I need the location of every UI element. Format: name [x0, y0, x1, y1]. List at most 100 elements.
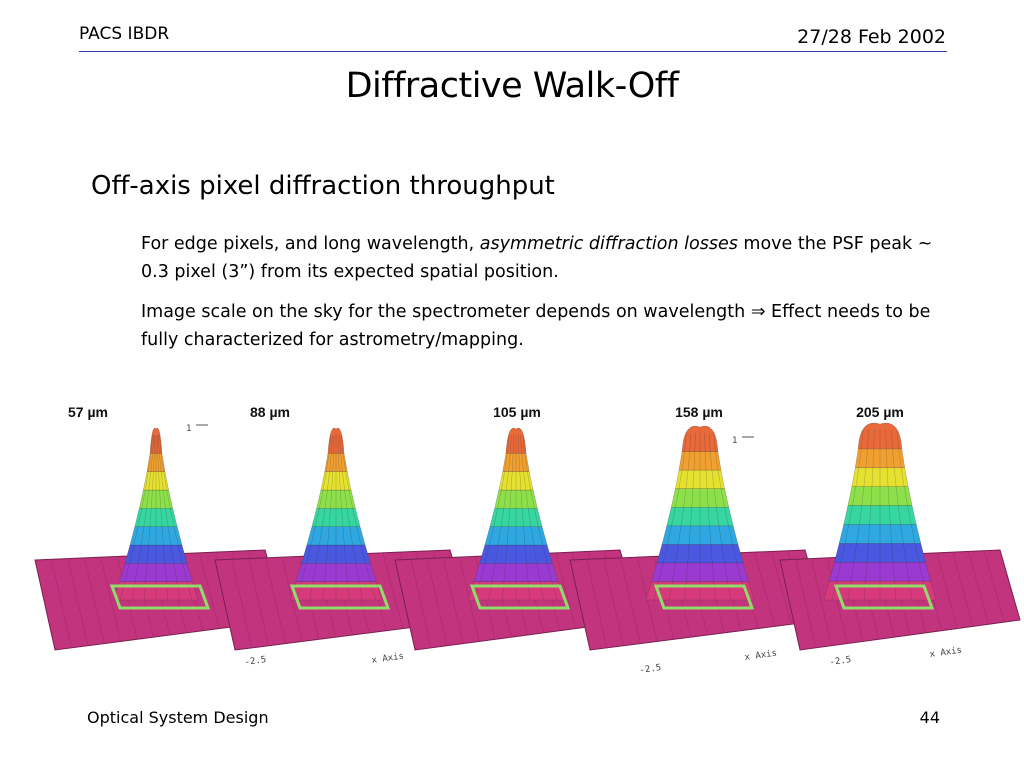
plane-grid-line — [198, 552, 220, 629]
mesh-line — [891, 429, 893, 449]
pixel-outline-4 — [653, 584, 755, 610]
plane-grid-line — [620, 557, 641, 644]
mesh-line — [510, 471, 513, 491]
mesh-line — [520, 489, 523, 509]
mesh-line — [706, 488, 709, 508]
mesh-line — [844, 524, 850, 544]
mesh-line — [312, 563, 317, 582]
mesh-line — [159, 453, 162, 472]
mesh-line — [658, 562, 664, 582]
mesh-line — [687, 544, 690, 563]
mesh-line — [692, 470, 695, 489]
mesh-line — [505, 544, 508, 564]
mesh-line — [324, 489, 328, 509]
mesh-line — [327, 526, 330, 546]
mesh-line — [683, 488, 687, 508]
mesh-line — [855, 467, 859, 487]
x-axis-label: x Axis — [929, 646, 963, 660]
plane-grid-line — [382, 552, 404, 629]
mesh-line — [892, 448, 895, 468]
mesh-line — [848, 505, 853, 525]
mesh-line — [918, 562, 924, 582]
wavelength-label-2: 88 µm — [250, 404, 290, 420]
mesh-line — [681, 451, 685, 471]
mesh-line — [840, 543, 846, 563]
mesh-line — [867, 429, 869, 449]
mesh-line — [340, 453, 343, 472]
mesh-line — [524, 544, 527, 564]
plane-grid-line — [248, 558, 269, 646]
mesh-line — [356, 526, 362, 546]
mesh-line — [159, 434, 162, 454]
mesh-line — [712, 562, 715, 582]
mesh-line — [900, 524, 904, 544]
paragraph-image-scale: Image scale on the sky for the spectrome… — [141, 298, 941, 354]
psf-band — [505, 427, 527, 454]
mesh-line — [891, 543, 894, 563]
mesh-line — [152, 471, 154, 491]
x-axis-label: -2.5 — [829, 655, 852, 668]
mesh-line — [135, 563, 139, 582]
mesh-line — [158, 471, 160, 491]
x-axis-label: x Axis — [744, 649, 778, 663]
mesh-line — [518, 453, 520, 472]
mesh-line — [711, 470, 715, 489]
mesh-line — [338, 453, 340, 472]
mesh-line — [861, 486, 865, 506]
mesh-line — [872, 448, 874, 468]
plane-grid-line — [936, 552, 958, 629]
psf-peak-2 — [289, 427, 383, 601]
mesh-line — [890, 524, 892, 544]
mesh-line — [886, 448, 888, 468]
x-axis-label: x Axis — [371, 652, 405, 666]
mesh-line — [691, 488, 694, 508]
plane-grid-line — [983, 550, 1005, 623]
plane-grid-line — [603, 558, 624, 646]
mesh-line — [898, 448, 902, 468]
mesh-line — [165, 508, 169, 527]
x-axis-label: -2.5 — [244, 655, 267, 668]
mesh-line — [519, 471, 522, 491]
paragraph-1-emphasis: asymmetric diffraction losses — [479, 234, 738, 254]
plane-grid-line — [586, 559, 608, 648]
mesh-line — [484, 544, 490, 564]
mesh-line — [494, 544, 499, 564]
mesh-line — [497, 489, 502, 509]
mesh-line — [507, 434, 510, 454]
mesh-line — [148, 471, 152, 491]
mesh-line — [721, 544, 725, 563]
plane-grid-line — [265, 557, 286, 644]
mesh-line — [322, 471, 327, 491]
mesh-line — [680, 507, 684, 526]
mesh-line — [690, 507, 692, 526]
paragraph-walk-off: For edge pixels, and long wavelength, as… — [141, 230, 941, 286]
mesh-line — [831, 581, 837, 601]
mesh-line — [716, 507, 720, 526]
plane-grid-line — [426, 558, 448, 646]
mesh-line — [146, 544, 149, 564]
mesh-line — [895, 486, 899, 506]
mesh-line — [694, 432, 696, 452]
mesh-line — [856, 524, 860, 544]
mesh-line — [708, 507, 710, 526]
mesh-line — [141, 489, 146, 509]
mesh-line — [871, 467, 874, 487]
wavelength-label-4: 158 µm — [675, 404, 723, 420]
mesh-line — [863, 581, 866, 601]
mesh-line — [340, 434, 344, 454]
mesh-line — [886, 467, 889, 487]
mesh-line — [512, 453, 514, 472]
mesh-line — [893, 467, 897, 487]
mesh-line — [547, 563, 553, 582]
mesh-line — [662, 544, 668, 563]
mesh-line — [667, 525, 672, 545]
mesh-line — [533, 544, 538, 564]
mesh-line — [689, 432, 692, 452]
plane-grid-line — [952, 552, 974, 627]
wavelength-label-5: 205 µm — [856, 404, 904, 420]
mesh-line — [489, 526, 494, 546]
mesh-line — [360, 544, 366, 564]
mesh-line — [526, 563, 529, 582]
mesh-line — [715, 451, 719, 471]
mesh-line — [355, 563, 360, 582]
